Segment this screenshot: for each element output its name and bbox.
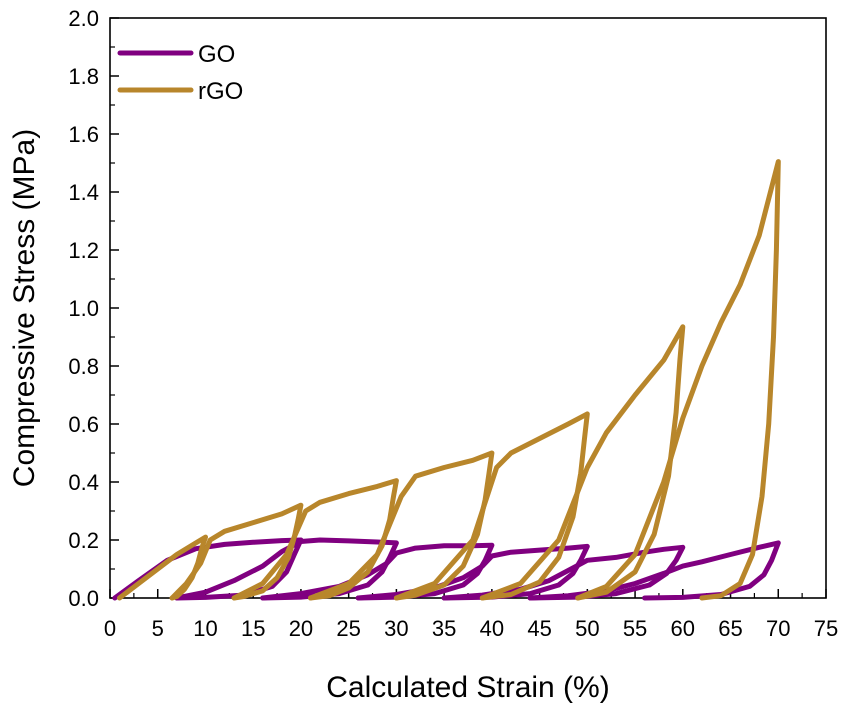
loop-rgo-cycle-1 [117,534,208,601]
x-tick-label: 30 [384,616,408,641]
loop-rgo-cycle-4 [308,450,495,601]
loop-rgo-cycle-2 [169,502,304,601]
loop-go-cycle-6 [527,540,781,601]
x-tick-label: 5 [152,616,164,641]
x-tick-label: 75 [814,616,838,641]
y-tick-label: 0.8 [68,354,99,379]
y-tick-label: 2.0 [68,6,99,31]
y-tick-label: 1.0 [68,296,99,321]
loop-rgo-cycle-5 [393,411,590,601]
loop-go-cycle-2 [174,537,399,601]
y-tick-label: 0.6 [68,412,99,437]
series-layer [112,159,781,601]
x-tick-label: 40 [480,616,504,641]
y-tick-label: 0.0 [68,586,99,611]
y-tick-label: 0.2 [68,528,99,553]
x-tick-label: 55 [623,616,647,641]
x-tick-label: 25 [336,616,360,641]
legend-label-rgo: rGO [198,78,243,105]
y-tick-labels: 0.0 0.2 0.4 0.6 0.8 1.0 1.2 1.4 1.6 1.8 2.0 [68,6,99,611]
x-tick-label: 35 [432,616,456,641]
y-tick-label: 1.6 [68,122,99,147]
y-tick-label: 1.4 [68,180,99,205]
x-tick-label: 60 [671,616,695,641]
loop-rgo-cycle-6 [479,324,686,601]
x-tick-label: 65 [718,616,742,641]
axis-ticks [109,17,827,599]
x-tick-label: 10 [193,616,217,641]
x-axis-title: Calculated Strain (%) [326,671,609,704]
y-tick-label: 1.2 [68,238,99,263]
loop-rgo-cycle-7 [575,159,781,601]
x-tick-label: 0 [104,616,116,641]
x-tick-labels: 0 5 10 15 20 25 30 35 40 45 50 55 60 65 70 75 [104,616,838,641]
x-tick-label: 45 [527,616,551,641]
x-tick-label: 70 [766,616,790,641]
legend: GO rGO [117,41,243,105]
plot-frame [109,17,827,599]
y-tick-label: 0.4 [68,470,99,495]
series-rgo [117,159,781,601]
y-tick-label: 1.8 [68,64,99,89]
x-tick-label: 50 [575,616,599,641]
x-tick-label: 15 [241,616,265,641]
x-tick-label: 20 [289,616,313,641]
loop-rgo-cycle-3 [231,478,399,601]
y-axis-title: Compressive Stress (MPa) [8,129,41,487]
legend-label-go: GO [198,41,235,68]
